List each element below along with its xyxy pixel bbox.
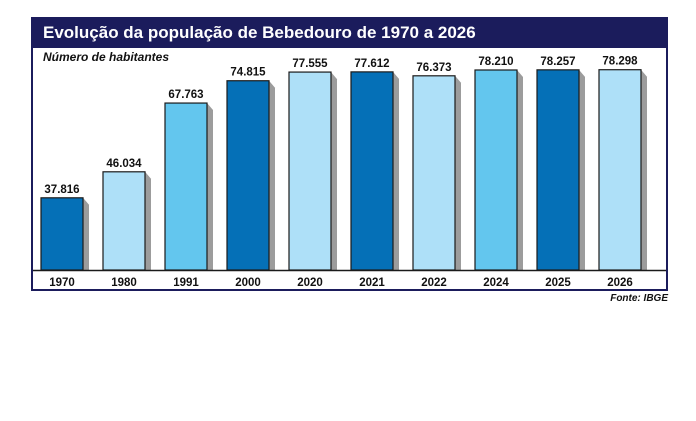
bars xyxy=(40,69,642,271)
x-tick-label-2000: 2000 xyxy=(235,277,261,289)
title-bar: Evolução da população de Bebedouro de 19… xyxy=(33,19,666,48)
bar-shadows xyxy=(83,69,647,271)
chart-title: Evolução da população de Bebedouro de 19… xyxy=(43,23,476,42)
bar-2025 xyxy=(536,69,580,271)
value-labels: 37.816 46.034 67.763 74.815 77.555 77.612 76.3… xyxy=(44,56,638,196)
bar-shadow-2025 xyxy=(579,69,585,270)
value-label-2026: 78.298 xyxy=(602,56,638,68)
value-label-2020: 77.555 xyxy=(292,58,328,70)
bar-2026 xyxy=(598,69,642,271)
x-tick-label-2026: 2026 xyxy=(607,277,633,289)
bar-shadow-2026 xyxy=(641,69,647,270)
bar-1970 xyxy=(40,197,84,271)
value-label-2024: 78.210 xyxy=(478,56,513,68)
x-tick-label-2020: 2020 xyxy=(297,277,323,289)
value-label-1970: 37.816 xyxy=(44,184,79,196)
x-tick-label-2024: 2024 xyxy=(483,277,509,289)
x-tick-label-2025: 2025 xyxy=(545,277,571,289)
bar-shadow-1991 xyxy=(207,103,213,270)
bar-shadow-2021 xyxy=(393,71,399,270)
value-label-2022: 76.373 xyxy=(416,62,451,74)
bar-1980 xyxy=(102,171,146,271)
source-note: Fonte: IBGE xyxy=(610,293,668,304)
bar-2000 xyxy=(226,80,270,271)
value-label-2000: 74.815 xyxy=(230,67,266,79)
bar-2020 xyxy=(288,71,332,271)
bar-2022 xyxy=(412,75,456,271)
x-tick-label-2022: 2022 xyxy=(421,277,447,289)
bar-shadow-2020 xyxy=(331,72,337,270)
value-label-1991: 67.763 xyxy=(168,89,203,101)
x-tick-label-1991: 1991 xyxy=(173,277,199,289)
bar-2024 xyxy=(474,69,518,271)
value-label-1980: 46.034 xyxy=(106,158,142,170)
chart-subtitle: Número de habitantes xyxy=(43,50,170,64)
value-label-2021: 77.612 xyxy=(354,58,389,70)
x-tick-label-1980: 1980 xyxy=(111,277,137,289)
bar-1991 xyxy=(164,102,208,271)
x-tick-label-2021: 2021 xyxy=(359,277,385,289)
x-tick-label-1970: 1970 xyxy=(49,277,75,289)
x-tick-labels: 1970 1980 1991 2000 2020 2021 2022 2024 2025 2026 xyxy=(49,277,633,289)
value-label-2025: 78.257 xyxy=(540,56,575,68)
bar-shadow-1980 xyxy=(145,171,151,270)
bar-shadow-2000 xyxy=(269,80,275,271)
bar-shadow-2024 xyxy=(517,69,523,270)
bar-shadow-1970 xyxy=(83,197,89,270)
bar-shadow-2022 xyxy=(455,75,461,270)
bar-2021 xyxy=(350,71,394,271)
